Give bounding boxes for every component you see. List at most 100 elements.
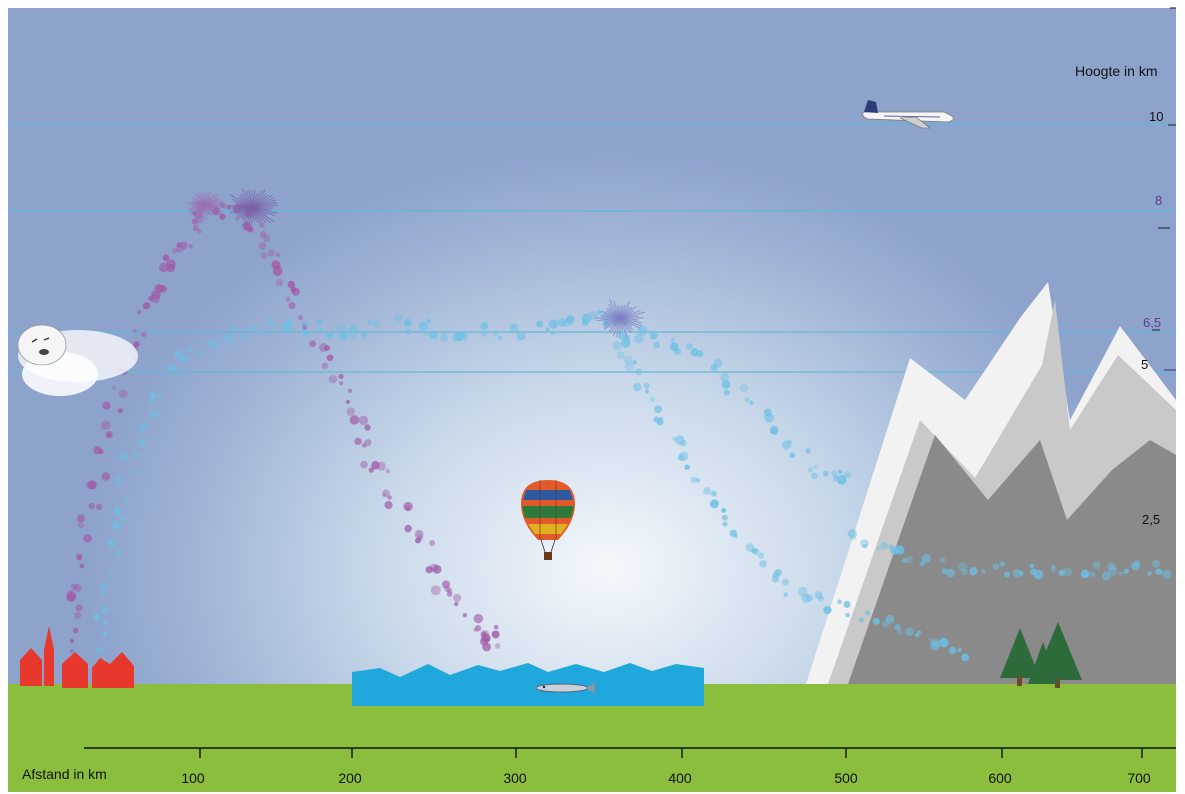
particle <box>696 350 704 358</box>
particle <box>171 247 178 254</box>
particle <box>921 553 931 563</box>
particle <box>367 319 373 325</box>
particle <box>141 331 147 338</box>
particle <box>751 547 757 554</box>
particle <box>219 201 225 208</box>
particle <box>287 317 293 323</box>
particle <box>425 565 433 574</box>
particle <box>1033 569 1044 580</box>
particle <box>633 333 644 344</box>
particle <box>415 537 421 544</box>
particle <box>1118 571 1124 577</box>
particle <box>361 331 367 338</box>
particle <box>132 328 138 334</box>
particle <box>653 341 660 349</box>
particle <box>368 467 375 473</box>
particle <box>493 624 499 630</box>
particle <box>713 359 723 368</box>
particle <box>1107 562 1116 571</box>
fish-icon <box>535 682 595 694</box>
particle <box>354 437 362 446</box>
particle <box>946 568 956 578</box>
particle <box>960 568 969 576</box>
particle <box>185 346 193 353</box>
particle <box>385 469 390 474</box>
particle <box>258 242 267 250</box>
particle <box>77 555 82 560</box>
particle <box>69 648 75 654</box>
particle <box>192 211 197 216</box>
particle <box>914 633 920 638</box>
particle <box>624 361 635 372</box>
particle <box>684 464 690 471</box>
particle <box>759 560 767 568</box>
particle <box>940 641 947 648</box>
particle <box>685 343 693 350</box>
particle <box>137 310 142 315</box>
particle <box>862 543 868 549</box>
particle <box>858 617 864 623</box>
particle <box>823 470 829 477</box>
particle <box>722 521 728 527</box>
particle <box>744 397 750 403</box>
altitude-tick-2-5: 2,5 <box>1142 512 1161 527</box>
particle <box>961 653 970 662</box>
particle <box>948 646 957 655</box>
particle <box>813 464 818 469</box>
particle <box>837 469 843 474</box>
particle <box>440 333 449 342</box>
cloud-face-icon <box>17 324 138 396</box>
particle <box>364 424 371 431</box>
particle <box>270 325 276 330</box>
firework-burst-icon <box>594 299 646 338</box>
particle <box>650 334 656 340</box>
particle <box>113 548 123 558</box>
particle <box>114 475 122 484</box>
particle <box>582 319 589 326</box>
particle <box>1089 571 1096 578</box>
particle <box>817 595 824 602</box>
particle <box>473 627 478 632</box>
blue-particle-trail <box>93 309 1172 662</box>
particle <box>632 360 637 365</box>
particle <box>162 254 170 262</box>
particle <box>939 556 946 563</box>
particle <box>318 328 323 334</box>
particle <box>120 452 129 461</box>
particle <box>649 330 658 340</box>
particle <box>275 278 284 287</box>
particle <box>695 477 701 483</box>
particle <box>811 472 818 480</box>
particle <box>958 561 968 571</box>
particle <box>847 528 857 539</box>
particle <box>93 613 101 621</box>
particle <box>95 503 103 511</box>
particle <box>188 244 193 249</box>
particle <box>136 423 146 433</box>
particle <box>66 590 77 600</box>
distance-tick-700: 700 <box>1127 770 1151 786</box>
particle <box>721 380 731 389</box>
particle <box>832 476 838 482</box>
particle <box>801 593 811 603</box>
particle <box>426 318 432 323</box>
particle <box>757 552 765 559</box>
particle <box>361 443 367 448</box>
purple-particle-trail <box>66 201 501 654</box>
particle <box>100 584 107 591</box>
particle <box>349 415 360 425</box>
particle <box>930 640 940 651</box>
particle <box>317 318 323 325</box>
house-icon <box>62 652 88 688</box>
particle <box>677 454 684 461</box>
particle <box>432 564 442 574</box>
hot-air-balloon-icon <box>521 480 575 560</box>
particle <box>957 647 962 653</box>
particle <box>721 514 728 521</box>
particle <box>148 399 156 407</box>
distance-axis <box>84 747 1176 758</box>
particle <box>1162 569 1172 579</box>
particle <box>291 287 300 296</box>
particle <box>901 558 907 564</box>
particle <box>74 611 82 619</box>
